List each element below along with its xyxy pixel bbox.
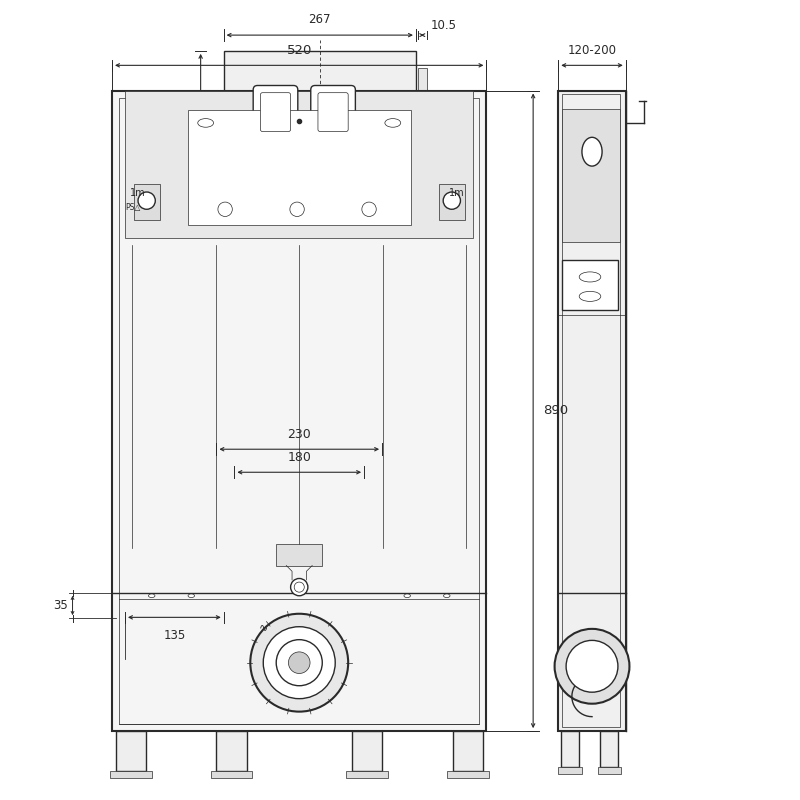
Bar — [562, 731, 579, 767]
Text: 120-200: 120-200 — [567, 44, 617, 57]
Text: ∿: ∿ — [258, 622, 268, 632]
Ellipse shape — [149, 594, 155, 598]
Bar — [276, 544, 322, 566]
Text: 890: 890 — [543, 404, 569, 418]
Circle shape — [218, 202, 232, 217]
Ellipse shape — [188, 594, 194, 598]
Bar — [134, 184, 160, 220]
Text: PS△: PS△ — [125, 203, 140, 212]
Text: 170: 170 — [168, 106, 190, 118]
Ellipse shape — [385, 118, 401, 127]
Ellipse shape — [198, 118, 214, 127]
Bar — [446, 770, 489, 778]
Bar — [217, 731, 246, 770]
Bar — [562, 260, 618, 310]
FancyBboxPatch shape — [260, 93, 290, 131]
Bar — [418, 68, 426, 156]
Text: 230: 230 — [287, 427, 311, 441]
Bar — [598, 767, 622, 774]
Bar — [352, 731, 382, 770]
Circle shape — [289, 652, 310, 674]
Bar — [562, 94, 620, 727]
Circle shape — [294, 582, 304, 592]
Text: 10.5: 10.5 — [430, 18, 456, 31]
Circle shape — [250, 614, 348, 712]
FancyBboxPatch shape — [318, 93, 348, 131]
Text: 267: 267 — [309, 14, 331, 26]
Ellipse shape — [443, 594, 450, 598]
Bar — [119, 98, 479, 724]
Bar — [601, 731, 618, 767]
Circle shape — [554, 629, 630, 704]
Text: 35: 35 — [53, 598, 67, 612]
Ellipse shape — [579, 291, 601, 302]
Circle shape — [566, 640, 618, 692]
Circle shape — [290, 202, 304, 217]
Circle shape — [276, 640, 322, 686]
Bar — [558, 90, 626, 731]
Bar — [562, 109, 620, 242]
Circle shape — [263, 626, 335, 698]
Ellipse shape — [404, 594, 410, 598]
Bar — [346, 770, 388, 778]
Text: 135: 135 — [163, 629, 186, 642]
Circle shape — [290, 578, 308, 596]
Bar — [210, 770, 253, 778]
Circle shape — [443, 192, 461, 210]
Bar — [112, 90, 486, 731]
Ellipse shape — [579, 272, 601, 282]
Bar — [224, 51, 416, 174]
Bar — [125, 90, 474, 238]
Bar — [439, 184, 465, 220]
Bar — [453, 731, 482, 770]
Text: 1m: 1m — [130, 189, 146, 198]
Bar — [116, 731, 146, 770]
Text: 1m: 1m — [449, 189, 465, 198]
Circle shape — [362, 202, 376, 217]
Bar — [558, 767, 582, 774]
FancyBboxPatch shape — [310, 86, 355, 138]
Bar — [188, 110, 410, 225]
Text: 180: 180 — [287, 450, 311, 464]
Circle shape — [138, 192, 155, 210]
FancyBboxPatch shape — [253, 86, 298, 138]
Ellipse shape — [582, 138, 602, 166]
Text: 520: 520 — [286, 44, 312, 57]
Bar — [110, 770, 152, 778]
